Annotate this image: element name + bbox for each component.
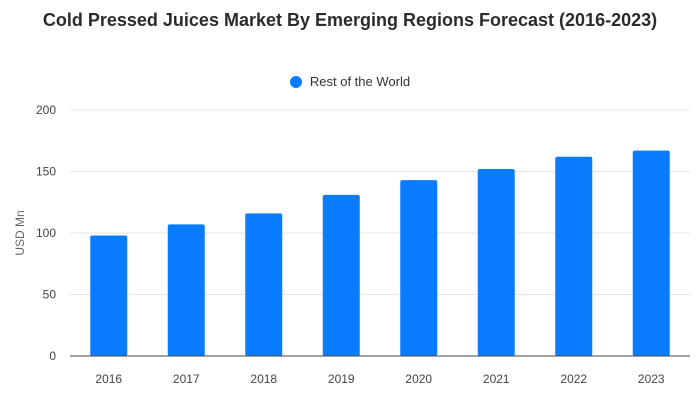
x-tick-label: 2020 xyxy=(405,372,432,386)
x-tick-label: 2019 xyxy=(328,372,355,386)
x-tick-label: 2021 xyxy=(483,372,510,386)
x-tick-label: 2022 xyxy=(560,372,587,386)
gridlines xyxy=(70,109,690,295)
y-axis-title: USD Mn xyxy=(13,210,27,255)
bar-2021[interactable] xyxy=(477,169,515,356)
chart-title: Cold Pressed Juices Market By Emerging R… xyxy=(42,10,658,30)
bar-2022[interactable] xyxy=(555,156,593,356)
legend: Rest of the World xyxy=(0,74,700,89)
x-tick-label: 2016 xyxy=(95,372,122,386)
x-tick-label: 2023 xyxy=(638,372,665,386)
x-axis-ticks: 2016 2017 2018 2019 2020 2021 2022 2023 xyxy=(95,372,665,386)
bar-2016[interactable] xyxy=(90,235,128,356)
legend-swatch xyxy=(289,75,302,88)
bar-2017[interactable] xyxy=(167,224,205,356)
bar-2019[interactable] xyxy=(322,194,360,356)
y-tick-label: 0 xyxy=(49,349,56,363)
y-axis-ticks: 0 50 100 150 200 xyxy=(36,103,56,363)
y-tick-label: 50 xyxy=(43,288,57,302)
x-tick-label: 2018 xyxy=(250,372,277,386)
y-tick-label: 100 xyxy=(36,226,56,240)
y-tick-label: 150 xyxy=(36,165,56,179)
bar-2018[interactable] xyxy=(245,213,283,356)
x-tick-label: 2017 xyxy=(173,372,200,386)
bar-2020[interactable] xyxy=(400,180,438,356)
bar-2023[interactable] xyxy=(632,150,670,356)
legend-label: Rest of the World xyxy=(309,74,411,89)
bars xyxy=(90,150,670,356)
y-tick-label: 200 xyxy=(36,103,56,117)
